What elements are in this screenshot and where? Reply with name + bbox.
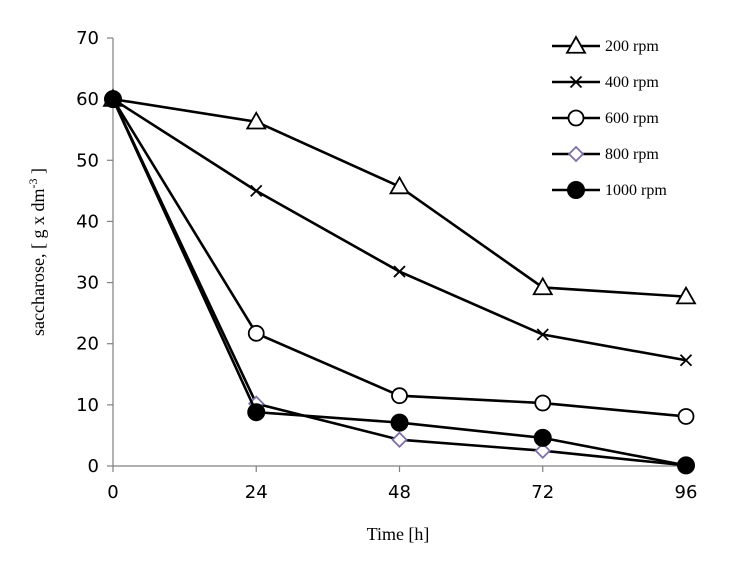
data-point xyxy=(532,276,554,296)
data-point xyxy=(675,285,697,305)
data-point xyxy=(247,324,265,342)
y-axis-title-sup: -3 xyxy=(26,179,40,189)
data-point xyxy=(390,413,409,432)
legend-label: 400 rpm xyxy=(605,74,659,91)
y-tick-label: 40 xyxy=(76,211,99,232)
legend-marker xyxy=(565,35,587,54)
y-tick-label: 0 xyxy=(88,456,99,477)
axes: 0 10 20 30 40 50 60 70 0 24 48 72 96 xyxy=(76,28,697,503)
series-line xyxy=(112,97,687,298)
legend-label: 200 rpm xyxy=(605,38,659,55)
series-line xyxy=(112,98,687,362)
x-tick-label: 72 xyxy=(531,482,554,503)
data-point xyxy=(391,431,408,448)
series-200-rpm xyxy=(102,88,697,305)
marker-stroke xyxy=(536,328,549,341)
legend-label: 600 rpm xyxy=(605,110,659,127)
data-point xyxy=(250,184,263,197)
legend-item: 600 rpm xyxy=(552,109,659,127)
series-line xyxy=(111,98,687,418)
y-tick-label: 60 xyxy=(76,89,99,110)
x-tick-label: 24 xyxy=(245,482,268,503)
legend: 200 rpm 400 rpm 600 rpm 800 rpm 1000 rpm xyxy=(552,35,667,199)
legend-marker xyxy=(567,181,585,199)
y-axis-title-main: saccharose, [ g x dm xyxy=(28,189,48,336)
data-point xyxy=(247,403,266,422)
legend-label: 800 rpm xyxy=(605,146,659,163)
y-axis-title: saccharose, [ g x dm-3 ] xyxy=(26,168,48,336)
series-600-rpm xyxy=(104,90,695,425)
marker-stroke xyxy=(679,354,693,367)
series-layer xyxy=(102,88,697,475)
y-tick-label: 30 xyxy=(76,273,99,294)
data-point xyxy=(534,442,552,459)
data-point xyxy=(534,394,552,412)
legend-item: 400 rpm xyxy=(552,74,659,91)
series-400-rpm xyxy=(106,93,693,367)
x-tick-label: 48 xyxy=(388,482,411,503)
data-point xyxy=(679,354,693,367)
data-point xyxy=(391,387,408,405)
legend-label: 1000 rpm xyxy=(605,182,667,199)
data-point xyxy=(393,265,406,278)
y-tick-label: 70 xyxy=(76,28,99,49)
data-point xyxy=(536,328,549,341)
legend-item: 200 rpm xyxy=(552,35,659,55)
marker-stroke xyxy=(393,265,406,278)
y-tick-label: 20 xyxy=(76,334,99,355)
data-point xyxy=(104,90,122,109)
series-1000-rpm xyxy=(104,90,695,475)
x-axis-title: Time [h] xyxy=(367,524,430,544)
y-tick-label: 50 xyxy=(76,150,99,171)
legend-item: 800 rpm xyxy=(552,145,659,163)
marker-stroke xyxy=(250,184,263,197)
data-point xyxy=(677,456,695,475)
legend-marker xyxy=(567,145,585,163)
y-axis-title-end: ] xyxy=(28,168,48,179)
marker-stroke xyxy=(569,75,583,89)
x-tick-label: 96 xyxy=(675,482,698,503)
x-tick-label: 0 xyxy=(107,482,118,503)
data-point xyxy=(677,408,695,425)
data-point xyxy=(533,428,552,447)
data-point xyxy=(245,110,267,130)
legend-marker xyxy=(569,75,583,89)
y-tick-label: 10 xyxy=(76,395,99,416)
data-point xyxy=(388,175,411,195)
legend-item: 1000 rpm xyxy=(552,181,667,199)
legend-marker xyxy=(567,109,585,127)
